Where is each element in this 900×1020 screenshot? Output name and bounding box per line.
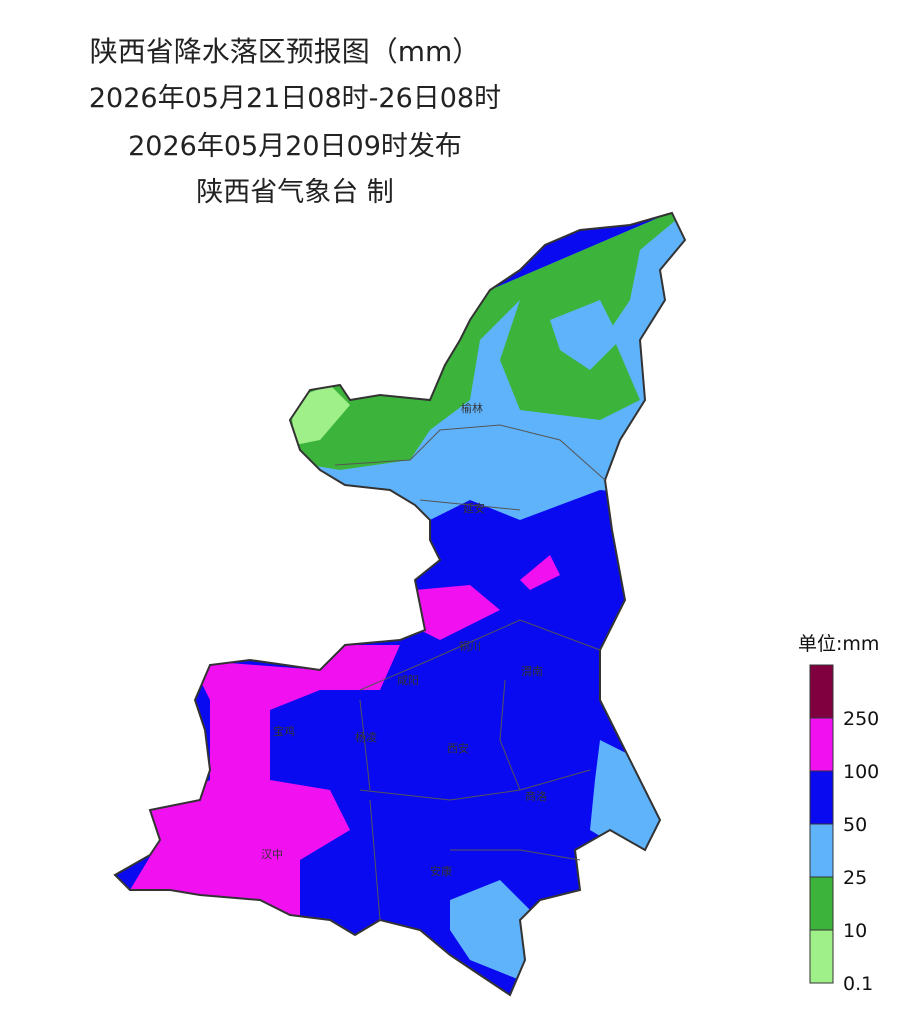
legend-swatch — [809, 929, 834, 984]
legend-swatch — [809, 876, 834, 931]
city-label: 杨凌 — [355, 730, 377, 744]
city-label: 宝鸡 — [273, 724, 295, 738]
legend-swatch — [809, 770, 834, 825]
period: 2026年05月21日08时-26日08时 — [88, 83, 502, 114]
title: 陕西省降水落区预报图（mm） — [89, 35, 481, 68]
legend-unit: 单位:mm — [798, 633, 879, 655]
legend-tick: 100 — [843, 761, 879, 783]
legend-tick: 50 — [843, 814, 867, 836]
city-borders — [334, 424, 606, 921]
legend-tick: 250 — [843, 708, 879, 730]
city-label: 铜川 — [459, 639, 481, 653]
city-label: 安康 — [430, 864, 452, 878]
legend-tick: 10 — [843, 920, 867, 942]
legend-swatch — [809, 823, 834, 878]
issuer: 陕西省气象台 制 — [196, 177, 394, 208]
city-label: 咸阳 — [397, 674, 419, 687]
city-label: 渭南 — [521, 665, 543, 678]
legend-swatch — [809, 717, 834, 772]
legend: 单位:mm 250 100 50 25 10 0.1 — [798, 633, 879, 995]
issued: 2026年05月20日09时发布 — [128, 131, 462, 162]
city-label: 商洛 — [525, 789, 547, 803]
legend-tick: 25 — [843, 867, 867, 889]
city-label: 榆林 — [461, 401, 483, 415]
precip-fields — [115, 213, 685, 995]
city-label: 延安 — [463, 501, 485, 515]
city-label: 汉中 — [261, 848, 283, 861]
province-outline — [113, 211, 687, 997]
legend-swatch — [809, 664, 834, 719]
legend-tick: 0.1 — [843, 973, 873, 995]
city-label: 西安 — [447, 741, 469, 755]
